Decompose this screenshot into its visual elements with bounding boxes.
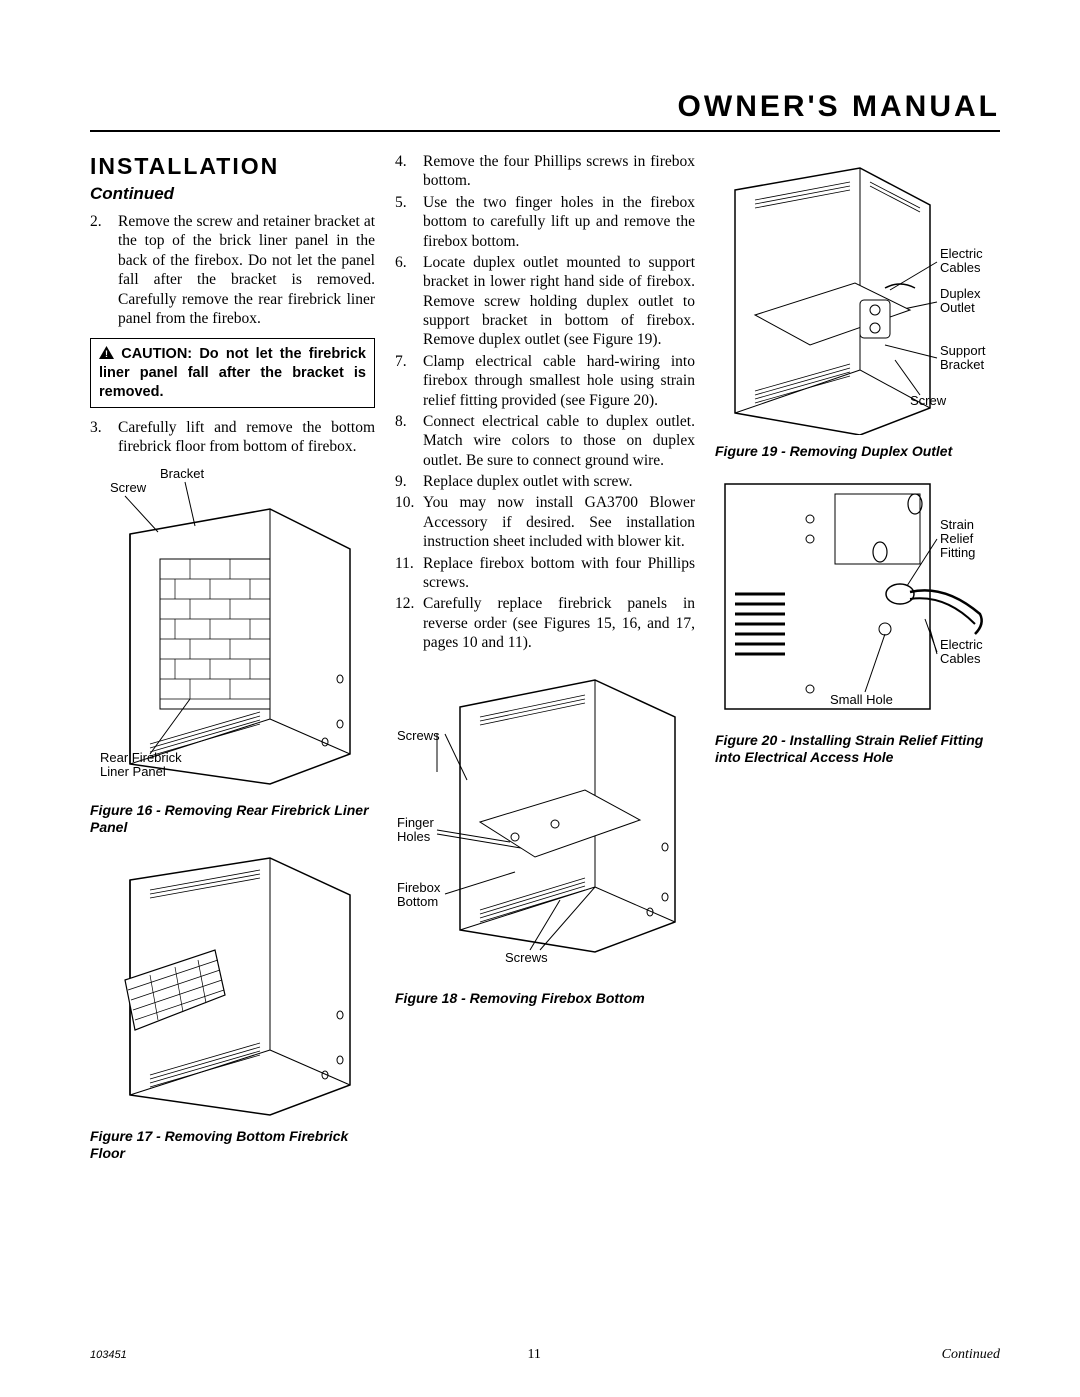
step-12: 12.Carefully replace firebrick panels in…	[395, 594, 695, 652]
step-num: 12.	[395, 594, 423, 652]
svg-text:Cables: Cables	[940, 260, 981, 275]
svg-text:Liner Panel: Liner Panel	[100, 764, 166, 779]
svg-text:Cables: Cables	[940, 651, 981, 666]
svg-text:Electric: Electric	[940, 246, 983, 261]
step-2: 2. Remove the screw and retainer bracket…	[90, 212, 375, 328]
step-text: Replace firebox bottom with four Phillip…	[423, 554, 695, 593]
doc-number: 103451	[90, 1349, 127, 1361]
section-title: INSTALLATION	[90, 152, 375, 181]
step-num: 5.	[395, 193, 423, 251]
svg-text:Electric: Electric	[940, 637, 983, 652]
svg-text:Support: Support	[940, 343, 986, 358]
svg-text:Bracket: Bracket	[940, 357, 984, 372]
svg-text:Relief: Relief	[940, 531, 974, 546]
step-5: 5.Use the two finger holes in the firebo…	[395, 193, 695, 251]
column-3: Electric Cables Duplex Outlet Support Br…	[715, 152, 1000, 1176]
svg-text:Bottom: Bottom	[397, 894, 438, 909]
svg-text:Outlet: Outlet	[940, 300, 975, 315]
svg-text:Fitting: Fitting	[940, 545, 975, 560]
step-10: 10.You may now install GA3700 Blower Acc…	[395, 493, 695, 551]
svg-text:Screws: Screws	[397, 728, 440, 743]
step-num: 8.	[395, 412, 423, 470]
step-num: 2.	[90, 212, 118, 328]
svg-text:!: !	[105, 349, 108, 359]
figure-20-diagram: Strain Relief Fitting Electric Cables Sm…	[715, 474, 1000, 724]
svg-text:Strain: Strain	[940, 517, 974, 532]
step-9: 9.Replace duplex outlet with screw.	[395, 472, 695, 491]
step-11: 11.Replace firebox bottom with four Phil…	[395, 554, 695, 593]
step-text: Replace duplex outlet with screw.	[423, 472, 695, 491]
figure-19-diagram: Electric Cables Duplex Outlet Support Br…	[715, 160, 1000, 435]
page-number: 11	[527, 1347, 540, 1363]
column-2: 4.Remove the four Phillips screws in fir…	[395, 152, 695, 1176]
steps-col2: 4.Remove the four Phillips screws in fir…	[395, 152, 695, 652]
step-text: Use the two finger holes in the firebox …	[423, 193, 695, 251]
step-num: 6.	[395, 253, 423, 350]
figure-19-caption: Figure 19 - Removing Duplex Outlet	[715, 443, 1000, 460]
header-rule	[90, 130, 1000, 132]
step-num: 10.	[395, 493, 423, 551]
label-bracket: Bracket	[160, 466, 204, 481]
figure-17-diagram	[90, 850, 375, 1120]
footer-continued: Continued	[942, 1347, 1000, 1363]
figure-18-diagram: Screws Finger Holes Firebox Bottom Screw…	[395, 672, 695, 982]
step-text: Locate duplex outlet mounted to support …	[423, 253, 695, 350]
step-text: Carefully replace firebrick panels in re…	[423, 594, 695, 652]
column-1: INSTALLATION Continued 2. Remove the scr…	[90, 152, 375, 1176]
figure-16-diagram: Screw Bracket	[90, 464, 375, 794]
figure-17-caption: Figure 17 - Removing Bottom Firebrick Fl…	[90, 1128, 375, 1162]
figure-18-caption: Figure 18 - Removing Firebox Bottom	[395, 990, 695, 1007]
steps-col1b: 3. Carefully lift and remove the bottom …	[90, 418, 375, 457]
step-num: 9.	[395, 472, 423, 491]
svg-text:Small Hole: Small Hole	[830, 692, 893, 707]
page-footer: 103451 11 Continued	[90, 1347, 1000, 1363]
steps-col1: 2. Remove the screw and retainer bracket…	[90, 212, 375, 328]
svg-text:Duplex: Duplex	[940, 286, 981, 301]
figure-16-caption: Figure 16 - Removing Rear Firebrick Line…	[90, 802, 375, 836]
step-8: 8.Connect electrical cable to duplex out…	[395, 412, 695, 470]
step-3: 3. Carefully lift and remove the bottom …	[90, 418, 375, 457]
content-columns: INSTALLATION Continued 2. Remove the scr…	[90, 152, 1000, 1176]
step-4: 4.Remove the four Phillips screws in fir…	[395, 152, 695, 191]
step-7: 7.Clamp electrical cable hard-wiring int…	[395, 352, 695, 410]
label-screw: Screw	[110, 480, 147, 495]
caution-box: ! CAUTION: Do not let the firebrick line…	[90, 338, 375, 407]
caution-text: CAUTION: Do not let the firebrick liner …	[99, 346, 366, 399]
page-header: OWNER'S MANUAL	[90, 90, 1000, 130]
svg-text:Finger: Finger	[397, 815, 435, 830]
svg-text:Rear Firebrick: Rear Firebrick	[100, 750, 182, 765]
svg-text:Screws: Screws	[505, 950, 548, 965]
section-continued: Continued	[90, 183, 375, 204]
step-text: You may now install GA3700 Blower Access…	[423, 493, 695, 551]
step-text: Carefully lift and remove the bottom fir…	[118, 418, 375, 457]
figure-20-caption: Figure 20 - Installing Strain Relief Fit…	[715, 732, 1000, 766]
step-text: Remove the four Phillips screws in fireb…	[423, 152, 695, 191]
step-text: Connect electrical cable to duplex outle…	[423, 412, 695, 470]
step-6: 6.Locate duplex outlet mounted to suppor…	[395, 253, 695, 350]
svg-text:Holes: Holes	[397, 829, 431, 844]
warning-icon: !	[99, 346, 114, 364]
step-text: Clamp electrical cable hard-wiring into …	[423, 352, 695, 410]
step-num: 7.	[395, 352, 423, 410]
svg-text:Firebox: Firebox	[397, 880, 441, 895]
step-num: 4.	[395, 152, 423, 191]
step-text: Remove the screw and retainer bracket at…	[118, 212, 375, 328]
step-num: 11.	[395, 554, 423, 593]
step-num: 3.	[90, 418, 118, 457]
